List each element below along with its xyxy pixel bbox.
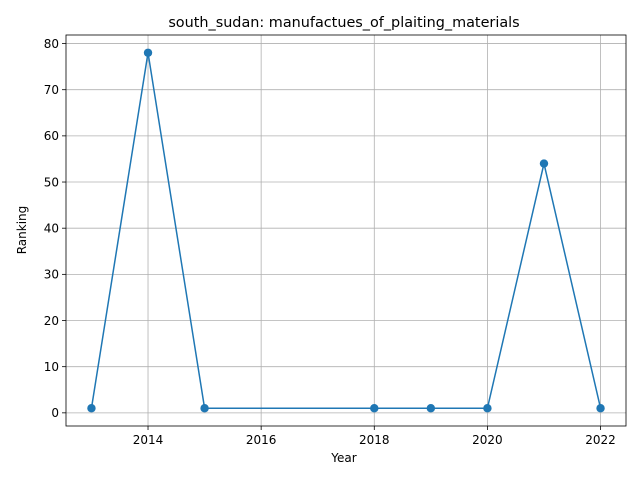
x-axis-label: Year <box>330 451 356 465</box>
data-point <box>143 48 153 57</box>
data-point <box>483 404 492 413</box>
data-point <box>539 159 549 168</box>
data-point <box>370 404 379 413</box>
x-tick-label: 2022 <box>585 433 616 447</box>
y-tick-label: 20 <box>44 314 59 328</box>
x-tick-label: 2020 <box>472 433 503 447</box>
y-tick-label: 30 <box>44 268 59 282</box>
grid-lines <box>66 35 626 426</box>
data-point <box>426 404 436 413</box>
chart-title: south_sudan: manufactues_of_plaiting_mat… <box>168 15 519 31</box>
y-tick-label: 70 <box>44 83 59 97</box>
y-tick-label: 80 <box>44 37 59 51</box>
y-tick-label: 10 <box>44 360 59 374</box>
data-point <box>87 404 96 413</box>
series-line <box>90 52 602 409</box>
y-tick-label: 0 <box>51 406 59 420</box>
data-point <box>200 404 209 413</box>
y-tick-label: 40 <box>44 221 59 235</box>
y-tick-label: 50 <box>44 175 59 189</box>
x-tick-label: 2016 <box>246 433 277 447</box>
x-tick-label: 2018 <box>359 433 390 447</box>
data-point <box>596 404 605 413</box>
y-axis-label: Ranking <box>15 206 29 255</box>
plot-frame <box>65 34 627 427</box>
x-tick-label: 2014 <box>133 433 164 447</box>
y-tick-label: 60 <box>44 129 59 143</box>
